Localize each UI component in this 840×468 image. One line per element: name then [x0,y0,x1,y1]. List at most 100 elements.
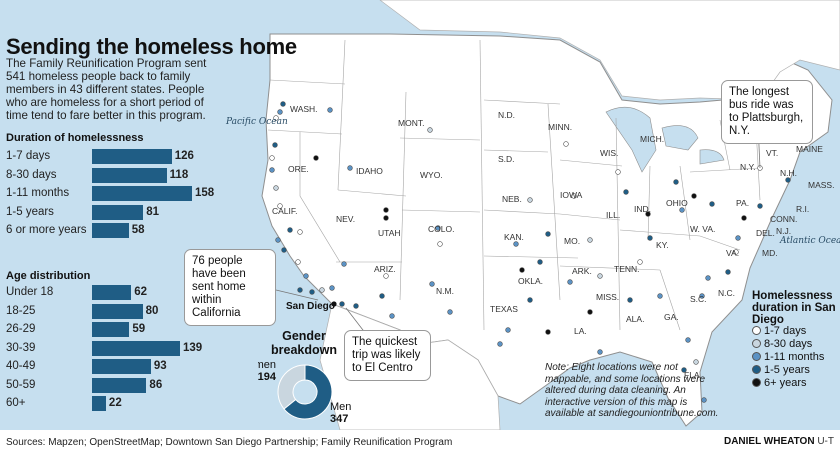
gender-chart-title: Gender breakdown [271,329,337,357]
intro-text: The Family Reunification Program sent 54… [6,57,207,122]
state-label: R.I. [796,204,809,214]
bar [92,377,147,393]
california-callout-leader [275,289,319,301]
state-label: N.M. [436,286,454,296]
state-label: CONN. [770,214,797,224]
state-label: CALIF. [272,206,298,216]
map-dot [685,337,691,343]
map-dot [691,193,697,199]
donut-slice-men [283,364,333,420]
map-dot [303,273,309,279]
bar-value: 158 [195,187,215,199]
map-dot [497,341,503,347]
state-label: NEV. [336,214,355,224]
map-dot [513,241,519,247]
map-dot [281,247,287,253]
map-note: Note: Eight locations were not mappable,… [545,362,719,419]
state-label: N.C. [718,288,735,298]
map-dot [313,155,319,161]
state-label: OKLA. [518,276,543,286]
bar-label: 26-29 [6,323,36,335]
map-dot [699,293,705,299]
bar-label: 1-11 months [6,187,70,199]
map-dot [627,297,633,303]
map-dot [319,287,325,293]
bar [92,359,151,374]
legend-dot-icon [752,339,761,348]
bar-label: 1-5 years [6,205,54,218]
map-dot [647,235,653,241]
bar [92,396,106,411]
bar-label: 1-7 days [6,150,51,162]
state-boundaries [267,39,761,331]
map-dot [383,215,389,221]
bar [92,149,172,164]
legend-label: 1-5 years [764,364,810,376]
legend-dot-icon [752,378,761,387]
map-dot [701,397,707,403]
bar-label: 40-49 [6,360,36,372]
map-dot [427,127,433,133]
us-map: WASH. ORE. CALIF. IDAHO NEV. MONT. WYO. UTAH COL… [0,0,840,430]
map-dot [379,293,385,299]
state-label: W. VA. [690,224,715,234]
bar-value: 58 [131,224,145,236]
legend-title: Homelessness duration in San Diego [752,290,836,326]
map-dot [709,201,715,207]
ocean-label-atlantic: Atlantic Ocean [779,236,840,246]
map-dot [741,215,747,221]
state-label: WASH. [290,104,318,114]
map-dot [269,167,275,173]
map-dot [505,327,511,333]
state-label: MISS. [596,292,619,302]
legend-label: 1-11 months [764,351,825,363]
map-dot [287,227,293,233]
map-dot [353,303,359,309]
bar-value: 126 [174,150,194,162]
legend-dot-icon [752,352,761,361]
map-dot [527,297,533,303]
map-dot [757,203,763,209]
credit-name: DANIEL WHEATON [723,436,815,447]
state-label: S.C. [690,294,707,304]
el-centro-callout-leader [345,307,367,335]
map-dot [429,281,435,287]
state-label: GA. [664,312,679,322]
state-label: ALA. [626,314,644,324]
state-label: KAN. [504,232,524,242]
state-label: MONT. [398,118,424,128]
state-label: N.J. [776,226,791,236]
state-label: KY. [656,240,669,250]
credit-org: U-T [817,436,834,447]
legend-label: 1-7 days [764,325,807,337]
map-dot [383,273,389,279]
map-dot [571,193,577,199]
bar-label: 60+ [6,397,26,409]
map-dot [280,101,286,107]
donut-label-women: Women [258,359,276,371]
legend-label: 6+ years [764,377,807,389]
state-label: VT. [766,148,778,158]
map-dot [563,141,569,147]
bar-value: 93 [153,360,167,372]
bar-value: 59 [132,323,146,335]
duration-chart-title: Duration of homelessness [6,132,144,144]
map-dot [567,279,573,285]
state-label: ARIZ. [374,264,396,274]
age-chart-title: Age distribution [6,270,91,282]
legend-item: 8-30 days [752,338,812,350]
map-dot [447,309,453,315]
map-dot [339,301,345,307]
map-dot [273,185,279,191]
map-dot [623,189,629,195]
map-dot [275,237,281,243]
legend-label: 8-30 days [764,338,813,350]
bar [92,186,192,201]
legend-item: 6+ years [752,377,807,389]
bar-value: 86 [149,378,163,391]
state-label: TEXAS [490,304,518,314]
state-label: S.D. [498,154,515,164]
bar-value: 81 [146,205,160,218]
map-dot [383,207,389,213]
